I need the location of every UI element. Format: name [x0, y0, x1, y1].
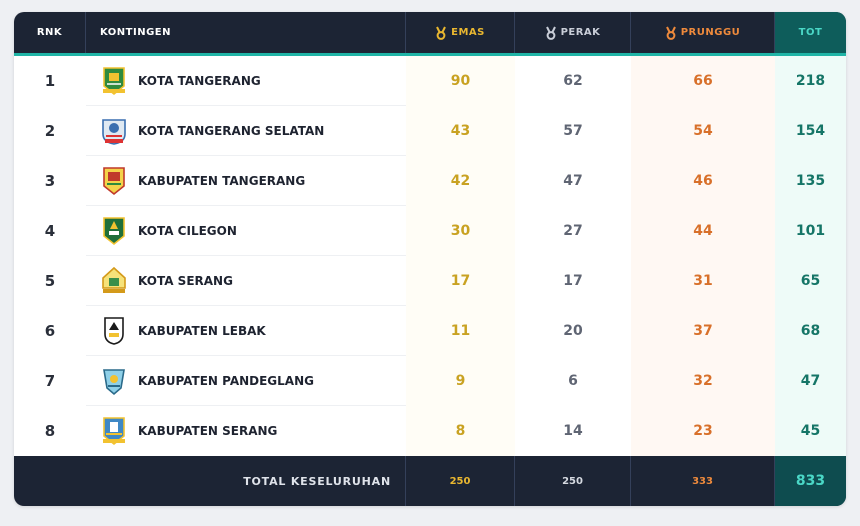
header-total: TOT: [775, 12, 846, 53]
silver-count: 17: [563, 273, 583, 289]
table-row: 8 KABUPATEN SERANG 8 14 23 45: [14, 406, 846, 456]
grand-total: 833: [775, 456, 846, 506]
total-gold: 250: [406, 456, 515, 506]
header-gold-label: EMAS: [451, 27, 485, 38]
contingent-cell: KOTA CILEGON: [86, 206, 406, 256]
contingent-name: KABUPATEN TANGERANG: [138, 173, 306, 188]
header-bronze: PRUNGGU: [631, 12, 775, 53]
kabupaten-serang-emblem-icon: [103, 417, 125, 446]
contingent-cell: KABUPATEN TANGERANG: [86, 156, 406, 206]
bronze-count: 31: [631, 256, 775, 306]
gold-count: 8: [406, 406, 515, 456]
total-label: TOTAL KESELURUHAN: [14, 456, 406, 506]
gold-count: 17: [406, 256, 515, 306]
rank-cell: 7: [44, 372, 56, 390]
kabupaten-lebak-emblem-icon: [104, 316, 124, 345]
total-count: 47: [775, 356, 846, 406]
header-contingent: KONTINGEN: [86, 12, 406, 53]
contingent-name: KOTA CILEGON: [138, 223, 237, 238]
silver-medal-icon: [545, 26, 557, 40]
rank-cell: 5: [44, 272, 56, 290]
silver-count: 14: [563, 423, 583, 439]
table-row: 5 KOTA SERANG 17 17 31 65: [14, 256, 846, 306]
silver-count: 62: [563, 73, 583, 89]
medal-standings-table: RNK KONTINGEN EMAS PERAK PRUNGGU TOT 1: [14, 12, 846, 506]
gold-count: 42: [406, 156, 515, 206]
kabupaten-tangerang-emblem-icon: [103, 166, 125, 195]
contingent-name: KOTA TANGERANG: [138, 73, 261, 88]
total-bronze: 333: [631, 456, 775, 506]
rank-cell: 6: [44, 322, 56, 340]
bronze-count: 44: [631, 206, 775, 256]
bronze-count: 54: [631, 106, 775, 156]
header-gold: EMAS: [406, 12, 515, 53]
kota-serang-emblem-icon: [102, 266, 126, 293]
gold-count: 43: [406, 106, 515, 156]
contingent-cell: KABUPATEN LEBAK: [86, 306, 406, 356]
rank-cell: 3: [44, 172, 56, 190]
contingent-name: KABUPATEN LEBAK: [138, 323, 266, 338]
total-count: 45: [775, 406, 846, 456]
silver-count: 27: [563, 223, 583, 239]
contingent-cell: KOTA TANGERANG: [86, 56, 406, 106]
table-row: 6 KABUPATEN LEBAK 11 20 37 68: [14, 306, 846, 356]
header-bronze-label: PRUNGGU: [680, 27, 741, 38]
table-footer-totals: TOTAL KESELURUHAN 250 250 333 833: [14, 456, 846, 506]
bronze-count: 46: [631, 156, 775, 206]
contingent-name: KABUPATEN SERANG: [138, 424, 278, 438]
silver-count: 57: [563, 123, 583, 139]
contingent-cell: KABUPATEN SERANG: [86, 406, 406, 456]
rank-cell: 4: [44, 222, 56, 240]
header-rank: RNK: [14, 12, 86, 53]
gold-count: 9: [406, 356, 515, 406]
contingent-name: KOTA SERANG: [138, 273, 233, 288]
bronze-count: 32: [631, 356, 775, 406]
gold-count: 90: [406, 56, 515, 106]
total-count: 68: [775, 306, 846, 356]
rank-cell: 8: [44, 422, 56, 440]
kota-tangerang-selatan-emblem-icon: [102, 118, 126, 145]
kota-cilegon-emblem-icon: [103, 216, 125, 245]
total-count: 135: [775, 156, 846, 206]
table-row: 3 KABUPATEN TANGERANG 42 47 46 135: [14, 156, 846, 206]
silver-count: 47: [563, 173, 583, 189]
gold-count: 11: [406, 306, 515, 356]
rank-cell: 1: [44, 72, 56, 90]
kabupaten-pandeglang-emblem-icon: [103, 368, 125, 395]
gold-medal-icon: [435, 26, 447, 40]
total-silver: 250: [515, 456, 631, 506]
total-count: 101: [775, 206, 846, 256]
table-header: RNK KONTINGEN EMAS PERAK PRUNGGU TOT: [14, 12, 846, 56]
gold-count: 30: [406, 206, 515, 256]
contingent-name: KABUPATEN PANDEGLANG: [138, 373, 314, 388]
bronze-count: 66: [631, 56, 775, 106]
bronze-count: 37: [631, 306, 775, 356]
table-row: 7 KABUPATEN PANDEGLANG 9 6 32 47: [14, 356, 846, 406]
total-count: 154: [775, 106, 846, 156]
table-row: 2 KOTA TANGERANG SELATAN 43 57 54 154: [14, 106, 846, 156]
bronze-medal-icon: [665, 26, 677, 40]
header-silver-label: PERAK: [560, 27, 601, 38]
contingent-cell: KOTA TANGERANG SELATAN: [86, 106, 406, 156]
contingent-cell: KOTA SERANG: [86, 256, 406, 306]
table-row: 1 KOTA TANGERANG 90 62 66 218: [14, 56, 846, 106]
table-row: 4 KOTA CILEGON 30 27 44 101: [14, 206, 846, 256]
total-count: 218: [775, 56, 846, 106]
rank-cell: 2: [44, 122, 56, 140]
bronze-count: 23: [631, 406, 775, 456]
contingent-name: KOTA TANGERANG SELATAN: [138, 123, 325, 138]
kota-tangerang-emblem-icon: [103, 66, 125, 95]
total-count: 65: [775, 256, 846, 306]
silver-count: 20: [563, 323, 583, 339]
contingent-cell: KABUPATEN PANDEGLANG: [86, 356, 406, 406]
header-silver: PERAK: [515, 12, 631, 53]
silver-count: 6: [568, 373, 578, 389]
table-body: 1 KOTA TANGERANG 90 62 66 218 2 KOTA TAN…: [14, 56, 846, 456]
